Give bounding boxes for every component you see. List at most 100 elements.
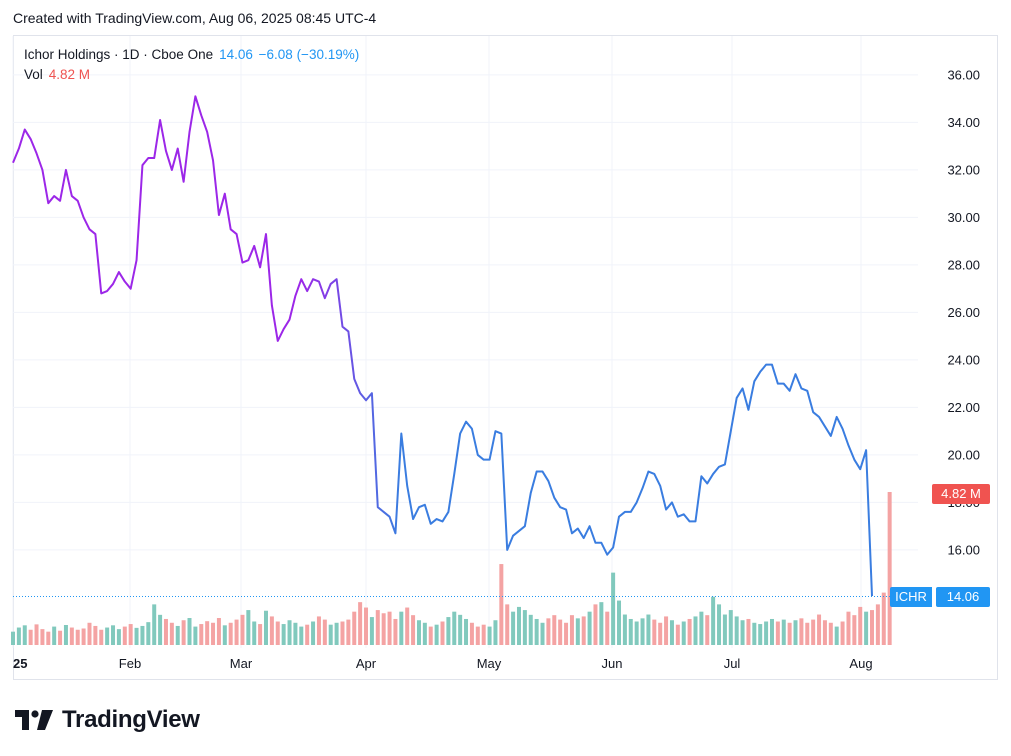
volume-bar: [175, 625, 180, 645]
volume-bar: [416, 620, 421, 645]
volume-bar: [440, 621, 445, 645]
x-tick-label: Apr: [356, 656, 377, 671]
volume-bar: [381, 613, 386, 645]
volume-bar: [799, 618, 804, 645]
volume-bar: [834, 626, 839, 645]
volume-badge: 4.82 M: [932, 484, 990, 504]
price-chart[interactable]: 16.0018.0020.0022.0024.0026.0028.0030.00…: [0, 0, 1011, 700]
volume-bar: [458, 614, 463, 645]
volume-bar: [287, 620, 292, 645]
volume-bar: [581, 616, 586, 645]
x-tick-label: Feb: [119, 656, 141, 671]
volume-bar: [422, 622, 427, 645]
volume-bar: [546, 618, 551, 645]
x-tick-label: Jun: [602, 656, 623, 671]
volume-bar: [352, 611, 357, 645]
volume-bar: [769, 618, 774, 645]
volume-bar: [281, 624, 286, 645]
tradingview-logo-text: TradingView: [62, 706, 200, 733]
volume-bar: [475, 626, 480, 645]
volume-bar: [558, 619, 563, 645]
y-tick-label: 26.00: [947, 305, 980, 320]
volume-bar: [369, 617, 374, 645]
volume-bar: [669, 620, 674, 645]
volume-bar: [205, 621, 210, 645]
volume-bar: [622, 614, 627, 645]
volume-bar: [758, 624, 763, 645]
volume-bar: [887, 492, 892, 645]
volume-bar: [40, 629, 45, 645]
volume-bar: [617, 600, 622, 645]
volume-bar: [193, 626, 198, 645]
volume-bar: [717, 604, 722, 645]
volume-bar: [393, 618, 398, 645]
volume-bar: [628, 618, 633, 645]
volume-bar: [764, 621, 769, 645]
volume-bar: [652, 619, 657, 645]
y-tick-label: 30.00: [947, 210, 980, 225]
volume-bar: [499, 564, 504, 645]
volume-bar: [122, 626, 127, 645]
volume-bar: [222, 625, 227, 645]
volume-bar: [69, 627, 74, 645]
volume-bar: [740, 620, 745, 645]
volume-bar: [399, 611, 404, 645]
volume-bar: [787, 622, 792, 645]
volume-bar: [599, 602, 604, 645]
y-tick-label: 20.00: [947, 447, 980, 462]
volume-bar: [428, 626, 433, 645]
volume-bar: [181, 620, 186, 645]
volume-bar: [152, 604, 157, 645]
volume-bar: [811, 619, 816, 645]
volume-bar: [569, 615, 574, 645]
volume-bar: [870, 610, 874, 645]
volume-bars: [11, 492, 892, 645]
volume-bar: [452, 611, 457, 645]
volume-bar: [199, 624, 204, 645]
price-badge: 14.06: [936, 587, 990, 607]
volume-bar: [705, 615, 710, 645]
y-tick-label: 22.00: [947, 400, 980, 415]
volume-bar: [699, 611, 704, 645]
volume-bar: [734, 616, 739, 645]
volume-bar: [464, 618, 469, 645]
x-axis-labels: 25 Feb Mar Apr May Jun Jul Aug: [13, 656, 873, 671]
volume-bar: [634, 621, 639, 645]
volume-bar: [146, 622, 151, 645]
volume-bar: [305, 624, 310, 645]
x-tick-label: 25: [13, 656, 27, 671]
volume-bar: [75, 629, 80, 645]
volume-bar: [87, 622, 92, 645]
volume-bar: [611, 572, 616, 645]
volume-bar: [58, 630, 63, 645]
volume-bar: [781, 619, 786, 645]
volume-bar: [187, 618, 192, 645]
volume-bar: [575, 618, 580, 645]
price-series-line: [12, 95, 873, 597]
y-tick-label: 36.00: [947, 67, 980, 82]
volume-bar: [540, 622, 545, 645]
volume-bar: [587, 611, 592, 645]
volume-bar: [858, 606, 863, 645]
volume-bar: [605, 611, 610, 645]
volume-bar: [328, 624, 333, 645]
volume-bar: [846, 611, 851, 645]
volume-bar: [252, 621, 257, 645]
volume-bar: [552, 615, 557, 645]
volume-bar: [16, 627, 21, 645]
volume-bar: [116, 629, 121, 645]
volume-bar: [258, 624, 263, 645]
ticker-badge: ICHR: [890, 587, 932, 607]
volume-bar: [340, 621, 345, 645]
volume-bar: [411, 615, 416, 645]
volume-bar: [817, 614, 822, 645]
volume-bar: [63, 625, 68, 645]
volume-bar: [263, 610, 268, 645]
volume-bar: [864, 611, 869, 645]
volume-bar: [169, 622, 174, 645]
volume-bar: [728, 610, 733, 645]
volume-bar: [681, 621, 686, 645]
tradingview-logo[interactable]: TradingView: [14, 705, 200, 735]
x-tick-label: Mar: [230, 656, 253, 671]
volume-bar: [516, 606, 521, 645]
